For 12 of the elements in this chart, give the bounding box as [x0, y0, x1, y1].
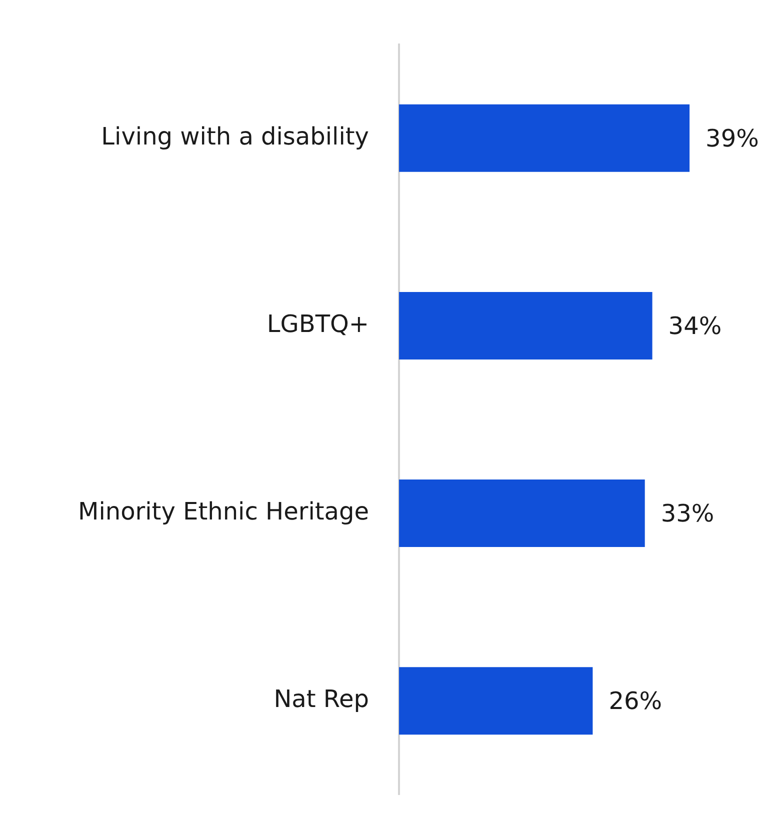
- y-tick-label: Nat Rep: [274, 685, 369, 714]
- bar: [399, 292, 652, 360]
- data-label: 26%: [608, 687, 662, 716]
- y-tick-label: LGBTQ+: [266, 310, 369, 338]
- data-label: 33%: [660, 500, 714, 528]
- bar: [399, 104, 690, 172]
- y-tick-label: Minority Ethnic Heritage: [78, 498, 369, 526]
- data-label: 39%: [706, 124, 759, 152]
- y-tick-label: Living with a disability: [101, 122, 369, 150]
- bar: [399, 480, 645, 548]
- data-label: 34%: [668, 312, 722, 340]
- bar: [399, 667, 593, 735]
